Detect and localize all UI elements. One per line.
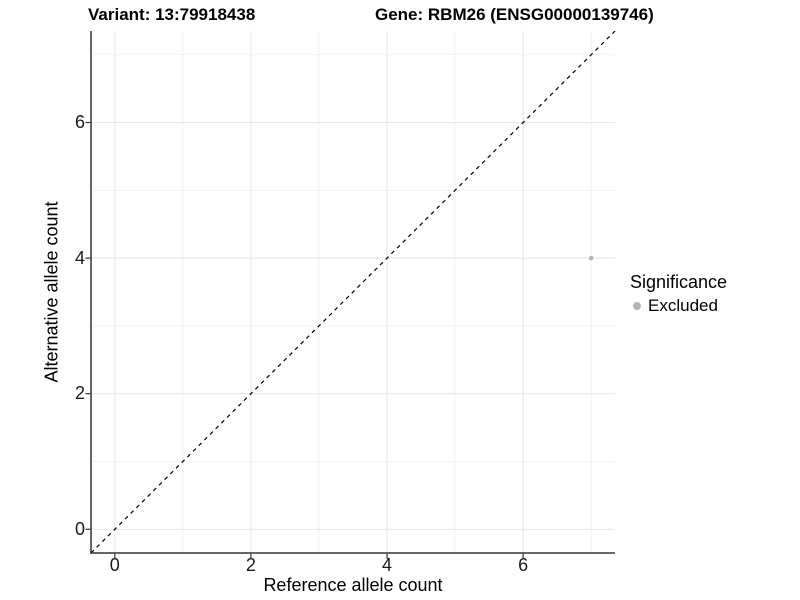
y-tick-label: 2 [74, 383, 85, 404]
y-tick-label: 4 [74, 247, 85, 268]
legend: Significance Excluded [630, 272, 727, 316]
x-tick-label: 0 [109, 555, 120, 575]
x-axis-title: Reference allele count [263, 575, 443, 595]
x-tick-label: 6 [518, 555, 529, 575]
x-tick-label: 4 [382, 555, 393, 575]
y-tick-label: 0 [74, 518, 85, 539]
data-point [588, 255, 594, 261]
legend-item-label: Excluded [648, 296, 718, 315]
legend-point-icon [633, 302, 641, 310]
y-axis-title: Alternative allele count [41, 201, 62, 383]
legend-title: Significance [630, 272, 728, 292]
y-tick-label: 6 [74, 112, 85, 133]
chart-panel [85, 31, 616, 559]
plot-title-gene: Gene: RBM26 (ENSG00000139746) [375, 5, 654, 24]
identity-dashed-line [90, 31, 616, 554]
plot-title-variant: Variant: 13:79918438 [88, 5, 256, 24]
legend-item-excluded: Excluded [630, 296, 727, 316]
x-tick-label: 2 [245, 555, 256, 575]
